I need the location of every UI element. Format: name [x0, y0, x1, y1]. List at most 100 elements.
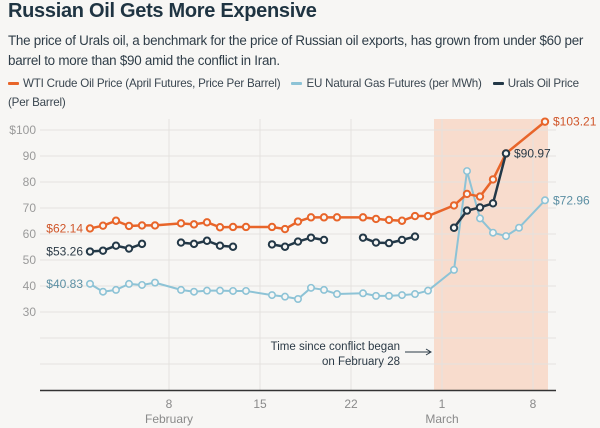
urals-point — [124, 244, 134, 253]
wti-point — [85, 224, 95, 233]
legend-label-urals: Urals Oil Price (Per Barrel) — [8, 77, 579, 109]
wti-point — [189, 220, 199, 229]
conflict-shaded-region — [434, 119, 548, 391]
gas-point — [138, 280, 147, 289]
legend-item-gas: EU Natural Gas Futures (per MWh) — [291, 77, 482, 90]
gas-point — [384, 291, 393, 300]
gas-point — [229, 286, 238, 295]
gas-point — [475, 214, 484, 223]
gas-point — [306, 283, 315, 292]
urals-point — [384, 238, 394, 248]
wti-point — [449, 201, 459, 210]
urals-point — [215, 241, 225, 250]
legend-swatch-urals — [492, 82, 504, 86]
x-tick-label: 15 — [253, 397, 267, 411]
urals-point — [202, 236, 212, 245]
gas-point — [203, 286, 212, 295]
urals-point — [397, 235, 407, 245]
urals-point — [501, 149, 511, 158]
y-tick-label: 80 — [23, 175, 37, 189]
gas-point — [125, 279, 134, 288]
y-tick-label: 70 — [23, 201, 37, 215]
gas-point — [242, 286, 251, 295]
urals-point — [475, 203, 485, 212]
gas-point — [488, 228, 497, 237]
gas-point — [397, 291, 406, 300]
chart-subtitle: The price of Urals oil, a benchmark for … — [8, 33, 584, 68]
gas-point — [332, 290, 341, 299]
wti-point — [371, 214, 381, 224]
gas-point — [358, 289, 367, 298]
wti-point — [306, 213, 316, 222]
urals-point — [267, 240, 277, 249]
wti-point — [410, 211, 420, 221]
gas-point — [112, 285, 121, 294]
wti-point — [397, 216, 407, 225]
wti-point — [150, 221, 160, 230]
wti-point — [488, 175, 498, 184]
urals-point — [85, 247, 95, 256]
chart-title: Russian Oil Gets More Expensive — [8, 0, 317, 22]
wti-point — [176, 219, 186, 228]
legend: WTI Crude Oil Price (April Futures, Pric… — [8, 74, 600, 112]
gas-point — [177, 285, 186, 294]
wti-start-label: $62.14 — [46, 221, 83, 235]
x-tick-label: 8 — [166, 397, 173, 411]
urals-start-label: $53.26 — [46, 245, 83, 259]
gas-point — [423, 286, 432, 295]
urals-point — [137, 239, 147, 249]
urals-point — [319, 235, 329, 245]
wti-point — [475, 192, 485, 201]
wti-point — [319, 213, 329, 222]
wti-point — [280, 224, 290, 234]
wti-point — [267, 222, 277, 232]
y-tick-label: 50 — [23, 253, 37, 267]
gas-point — [410, 290, 419, 299]
gas-point — [280, 292, 289, 301]
annotation-text: on February 28 — [322, 356, 400, 368]
urals-point — [98, 246, 108, 255]
gas-point — [267, 291, 276, 300]
x-tick-label: 1 — [439, 397, 446, 411]
gas-point — [501, 232, 510, 241]
wti-point — [137, 221, 147, 230]
urals-point — [462, 206, 472, 215]
wti-point — [241, 222, 251, 232]
urals-end-label: $90.97 — [514, 146, 551, 160]
legend-label-gas: EU Natural Gas Futures (per MWh) — [306, 77, 482, 90]
gas-point — [462, 167, 471, 176]
gas-end-label: $72.96 — [553, 193, 590, 207]
y-tick-label: 90 — [23, 149, 37, 163]
wti-point — [111, 216, 121, 225]
wti-end-label: $103.21 — [553, 115, 597, 129]
urals-point — [410, 232, 420, 241]
urals-point — [358, 233, 368, 242]
gas-point — [371, 291, 380, 300]
wti-point — [228, 222, 238, 232]
gas-point — [190, 287, 199, 296]
wti-point — [215, 223, 225, 232]
annotation-text: Time since conflict began — [271, 341, 400, 353]
annotation-arrow-head — [425, 348, 432, 356]
gas-point — [151, 278, 160, 287]
wti-point — [462, 189, 472, 199]
legend-swatch-wti — [8, 82, 19, 86]
wti-point — [423, 211, 433, 221]
x-month-label: March — [425, 412, 458, 426]
urals-point — [293, 237, 303, 246]
urals-point — [189, 239, 199, 249]
wti-point — [358, 213, 368, 222]
urals-point — [449, 223, 459, 232]
urals-point — [176, 238, 186, 247]
wti-point — [202, 218, 212, 227]
legend-label-wti: WTI Crude Oil Price (April Futures, Pric… — [23, 77, 281, 90]
gas-point — [514, 223, 523, 232]
gas-point — [216, 286, 225, 295]
gas-point — [293, 294, 302, 303]
gas-point — [540, 196, 549, 205]
gas-point — [99, 287, 108, 296]
urals-point — [306, 233, 316, 242]
wti-point — [124, 221, 134, 231]
gas-start-label: $40.83 — [46, 277, 83, 291]
